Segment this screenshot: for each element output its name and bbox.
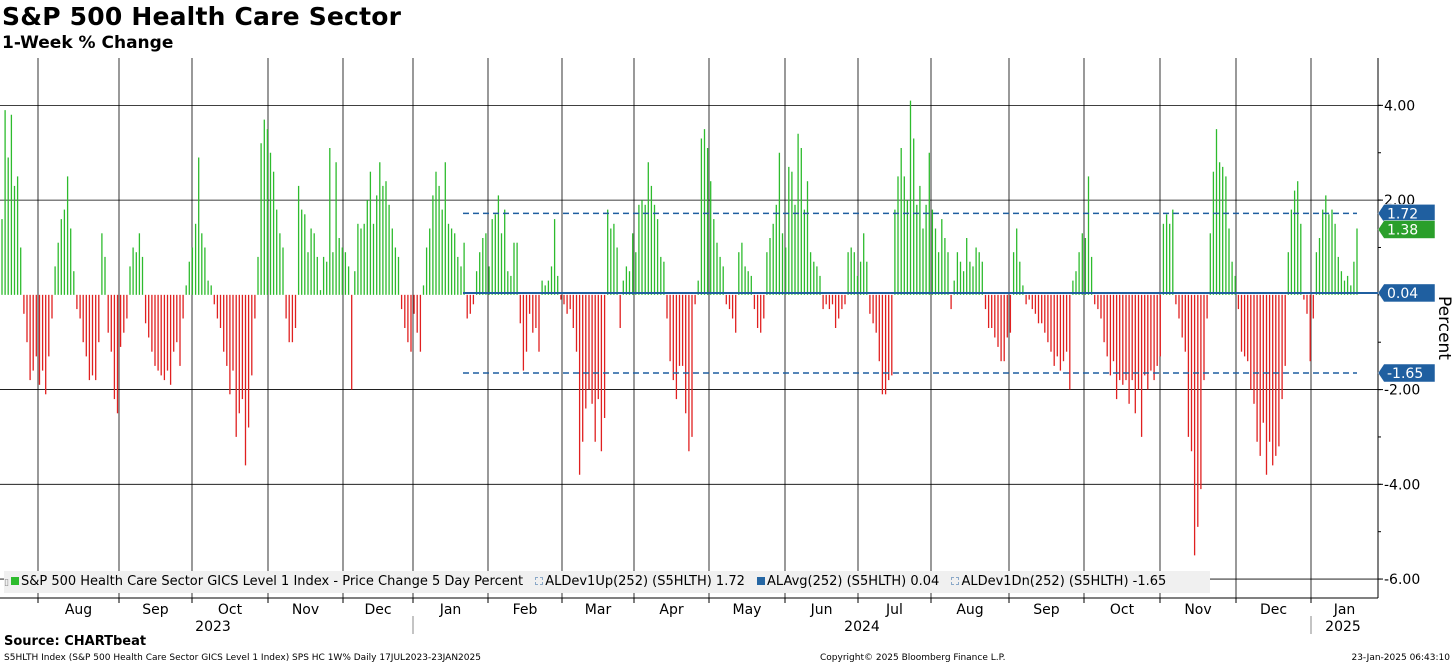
avg-badge-shape [1377, 283, 1436, 303]
x-month-label: Dec [364, 602, 391, 618]
source-note: Source: CHARTbeat [4, 634, 147, 649]
dev-up-badge-shape [1377, 204, 1436, 223]
x-year-label: 2023 [195, 619, 231, 635]
x-month-label: Apr [659, 602, 683, 618]
x-year-label: 2024 [844, 619, 880, 635]
dev-down-badge-label: -1.65 [1387, 366, 1423, 382]
blue-square-icon [757, 576, 766, 585]
x-month-label: Feb [513, 602, 538, 618]
avg-badge: 0.04 [1377, 283, 1436, 303]
last-value-badge-label: 1.38 [1387, 222, 1418, 238]
x-year-label: 2025 [1325, 619, 1361, 635]
legend-dev-up-label: ALDev1Up(252) (S5HLTH) 1.72 [545, 574, 745, 589]
dashed-square-icon [951, 576, 960, 585]
last-value-badge: 1.38 [1377, 220, 1436, 239]
legend-dev-down-label: ALDev1Dn(252) (S5HLTH) -1.65 [961, 574, 1167, 589]
avg-badge-label: 0.04 [1387, 286, 1418, 302]
x-month-label: Aug [956, 602, 983, 618]
legend-series-label: S&P 500 Health Care Sector GICS Level 1 … [20, 574, 524, 589]
x-month-label: Oct [218, 602, 243, 618]
y-axis-title: Percent [1434, 296, 1454, 360]
value-badges: 1.721.38 0.04 -1.65 [1377, 204, 1436, 383]
x-month-label: Aug [65, 602, 92, 618]
x-month-label: Dec [1260, 602, 1287, 618]
chart-subtitle: 1-Week % Change [2, 33, 174, 53]
band-lines [463, 212, 1378, 374]
x-month-label: Oct [1110, 602, 1135, 618]
footer-timestamp: 23-Jan-2025 06:43:10 [1351, 653, 1450, 663]
last-value-badge-shape [1377, 220, 1436, 239]
footer-ticker-info: S5HLTH Index (S&P 500 Health Care Sector… [4, 653, 481, 663]
x-month-label: May [733, 602, 762, 618]
legend: ▯ S&P 500 Health Care Sector GICS Level 1… [4, 571, 1210, 593]
x-month-label: Jan [1333, 602, 1356, 618]
green-square-icon [10, 576, 19, 585]
y-tick-label: -2.00 [1384, 383, 1420, 399]
dev-up-badge-label: 1.72 [1387, 206, 1418, 222]
legend-item-avg: ALAvg(252) (S5HLTH) 0.04 [755, 571, 939, 593]
dev-down-badge: -1.65 [1377, 363, 1436, 383]
legend-item-series: ▯ S&P 500 Health Care Sector GICS Level 1… [4, 571, 523, 593]
pin-icon: ▯ [4, 578, 9, 588]
dev-up-badge: 1.72 [1377, 204, 1436, 223]
x-month-label: Nov [292, 602, 319, 618]
chart-title: S&P 500 Health Care Sector [2, 2, 402, 31]
x-month-label: Sep [1033, 602, 1060, 618]
dashed-square-icon [535, 576, 544, 585]
x-month-label: Mar [585, 602, 612, 618]
y-tick-label: -4.00 [1384, 477, 1420, 493]
legend-item-dev-down: ALDev1Dn(252) (S5HLTH) -1.65 [949, 571, 1166, 593]
x-month-label: Jul [885, 602, 903, 618]
legend-avg-label: ALAvg(252) (S5HLTH) 0.04 [767, 574, 940, 589]
x-month-label: Jun [810, 602, 833, 618]
dev-down-badge-shape [1377, 363, 1436, 383]
footer-copyright: Copyright© 2025 Bloomberg Finance L.P. [820, 653, 1006, 663]
x-month-label: Sep [142, 602, 169, 618]
bar-series [1, 100, 1358, 556]
x-month-label: Jan [439, 602, 462, 618]
x-axis: Aug Sep Oct Nov Dec Jan Feb Mar Apr May Jun Jul Aug S… [37, 598, 1361, 635]
y-tick-label: -6.00 [1384, 572, 1420, 588]
y-tick-label: 4.00 [1384, 98, 1415, 114]
x-month-label: Nov [1184, 602, 1211, 618]
legend-item-dev-up: ALDev1Up(252) (S5HLTH) 1.72 [533, 571, 745, 593]
